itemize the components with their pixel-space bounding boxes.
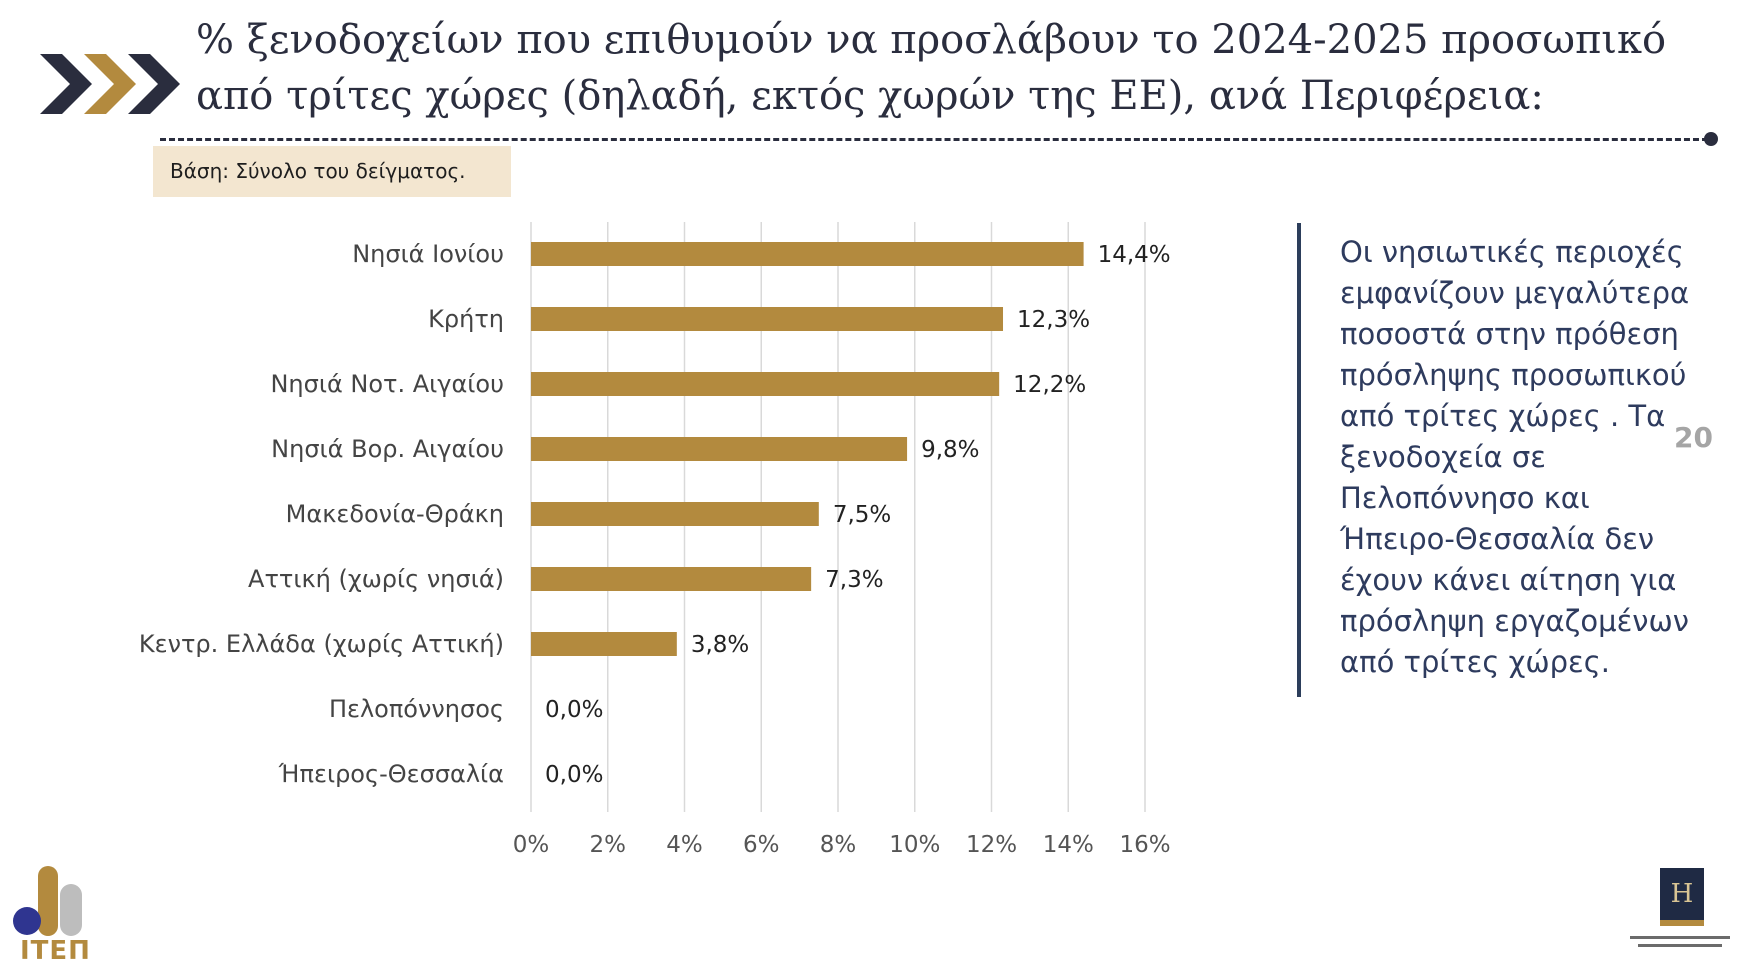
bar xyxy=(531,437,908,461)
category-label: Πελοπόννησος xyxy=(329,695,504,723)
base-note: Βάση: Σύνολο του δείγματος. xyxy=(153,146,511,197)
value-label: 0,0% xyxy=(545,762,603,788)
category-label: Κρήτη xyxy=(428,305,504,333)
value-label: 12,2% xyxy=(1013,372,1086,398)
bar xyxy=(531,242,1084,266)
iten-logo-text: ΙΤΕΠ xyxy=(20,936,91,966)
category-label: Νησιά Νοτ. Αιγαίου xyxy=(270,370,504,398)
title-divider xyxy=(160,138,1708,141)
bar xyxy=(531,502,819,526)
x-tick-label: 12% xyxy=(966,832,1017,858)
chevrons-icon xyxy=(40,54,180,114)
x-tick-label: 10% xyxy=(889,832,940,858)
hotel-logo-lines-icon xyxy=(1630,936,1730,947)
category-label: Νησιά Βορ. Αιγαίου xyxy=(271,435,504,463)
bar xyxy=(531,372,1000,396)
category-label: Κεντρ. Ελλάδα (χωρίς Αττική) xyxy=(139,630,504,658)
hotel-chamber-logo: H xyxy=(1625,868,1730,958)
value-label: 14,4% xyxy=(1098,242,1171,268)
x-tick-label: 14% xyxy=(1043,832,1094,858)
x-tick-label: 4% xyxy=(666,832,703,858)
hotel-logo-strip xyxy=(1660,920,1704,926)
bar xyxy=(531,307,1004,331)
side-note: Οι νησιωτικές περιοχές εμφανίζουν μεγαλύ… xyxy=(1340,235,1690,679)
divider-dot xyxy=(1704,132,1718,146)
category-label: Αττική (χωρίς νησιά) xyxy=(248,565,504,593)
x-tick-label: 2% xyxy=(590,832,627,858)
x-tick-label: 8% xyxy=(820,832,857,858)
value-label: 0,0% xyxy=(545,697,603,723)
category-label: Ήπειρος-Θεσσαλία xyxy=(278,760,504,788)
x-tick-label: 6% xyxy=(743,832,780,858)
hotel-logo-letter: H xyxy=(1660,868,1704,920)
category-label: Νησιά Ιονίου xyxy=(352,240,504,268)
value-label: 12,3% xyxy=(1017,307,1090,333)
value-label: 3,8% xyxy=(691,632,749,658)
iten-logo-icon xyxy=(13,866,82,936)
x-tick-label: 16% xyxy=(1119,832,1170,858)
page-title: % ξενοδοχείων που επιθυμούν να προσλάβου… xyxy=(196,17,1667,119)
page-number: 20 xyxy=(1674,421,1713,454)
value-label: 7,3% xyxy=(825,567,883,593)
bar-chart: 0% 2% 4% 6% 8% 10% 12% 14% 16% Νησιά Ιονίου 14,4% Κ… xyxy=(139,222,1171,858)
side-note-accent xyxy=(1297,223,1301,697)
bar xyxy=(531,567,812,591)
value-label: 7,5% xyxy=(833,502,891,528)
value-label: 9,8% xyxy=(921,437,979,463)
x-tick-label: 0% xyxy=(513,832,550,858)
category-label: Μακεδονία-Θράκη xyxy=(286,500,504,528)
bar xyxy=(531,632,677,656)
